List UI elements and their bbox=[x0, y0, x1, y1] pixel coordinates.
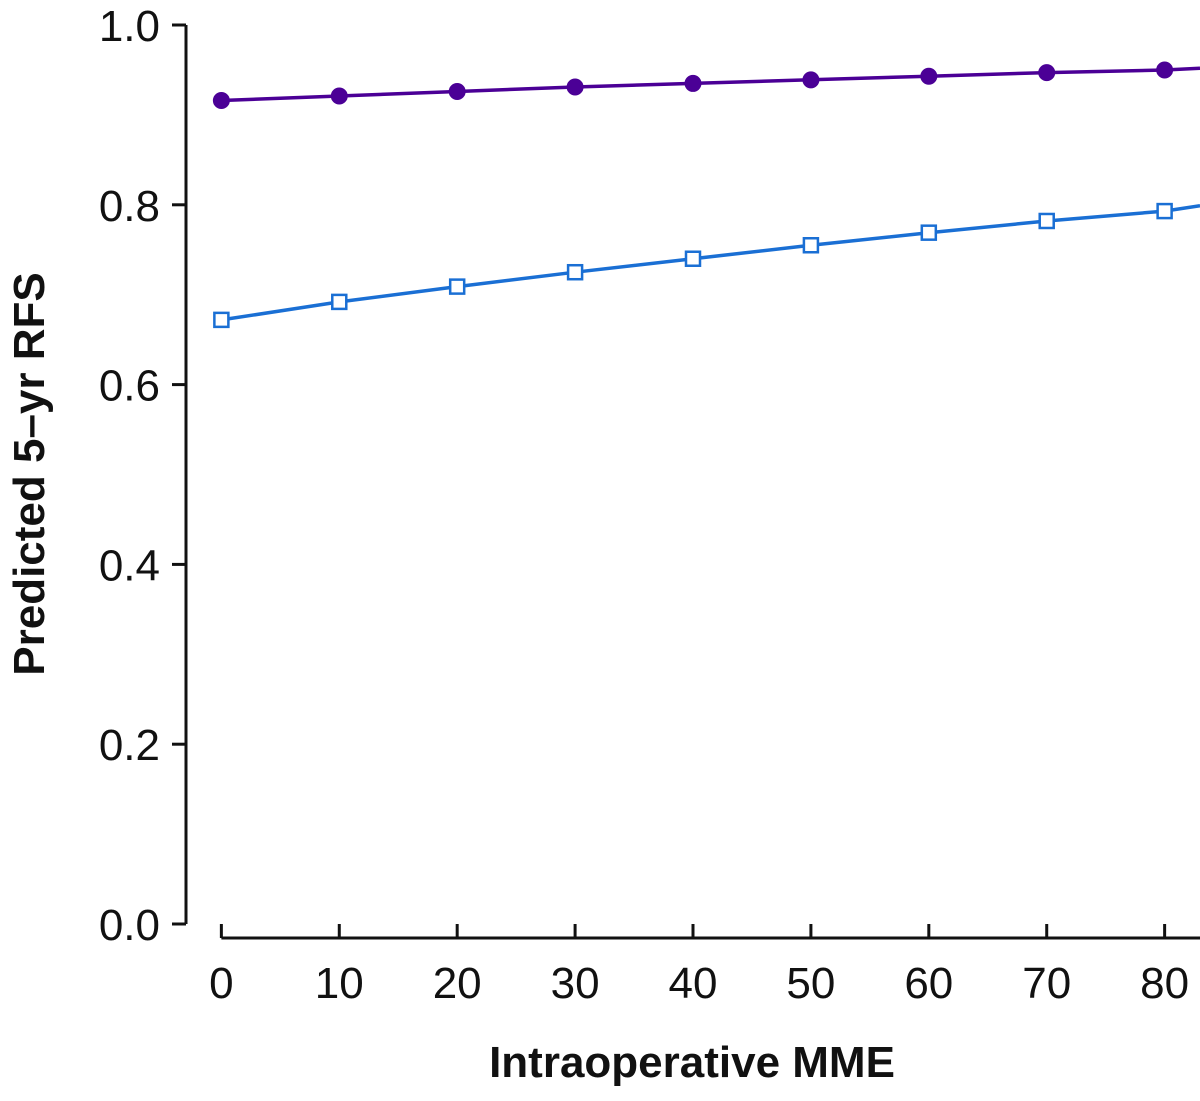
data-point bbox=[448, 83, 466, 101]
x-tick-label: 20 bbox=[433, 959, 482, 1008]
data-point bbox=[1156, 202, 1173, 220]
data-point bbox=[684, 250, 702, 267]
data-point bbox=[331, 293, 348, 311]
x-tick-label: 10 bbox=[315, 959, 364, 1008]
data-point bbox=[566, 78, 584, 96]
data-point bbox=[920, 224, 938, 241]
data-point bbox=[684, 74, 702, 92]
data-point bbox=[566, 263, 584, 281]
x-tick-label: 60 bbox=[904, 959, 953, 1008]
data-point bbox=[1156, 61, 1174, 79]
axes bbox=[184, 25, 1200, 940]
series-1 bbox=[212, 61, 1200, 110]
y-tick-label: 0.4 bbox=[99, 541, 160, 590]
series-line bbox=[221, 203, 1200, 322]
series-2 bbox=[213, 202, 1200, 329]
x-axis-title: Intraoperative MME bbox=[489, 1038, 895, 1087]
y-tick-label: 0.0 bbox=[99, 901, 160, 950]
y-tick-label: 0.6 bbox=[99, 362, 160, 411]
data-point bbox=[212, 92, 230, 110]
series-line bbox=[221, 66, 1200, 103]
x-tick-label: 50 bbox=[786, 959, 835, 1008]
data-point bbox=[802, 71, 820, 89]
x-tick-label: 30 bbox=[551, 959, 600, 1008]
data-point bbox=[448, 278, 466, 295]
x-tick-label: 80 bbox=[1140, 959, 1189, 1008]
x-tick-label: 70 bbox=[1022, 959, 1071, 1008]
series bbox=[212, 61, 1200, 329]
data-point bbox=[1038, 212, 1055, 230]
data-point bbox=[1038, 64, 1056, 82]
x-tick-label: 0 bbox=[209, 959, 233, 1008]
data-point bbox=[213, 311, 230, 329]
y-tick-label: 0.8 bbox=[99, 182, 160, 231]
data-point bbox=[802, 237, 820, 254]
x-tick-label: 40 bbox=[669, 959, 718, 1008]
data-point bbox=[920, 67, 938, 85]
y-tick-label: 0.2 bbox=[99, 721, 160, 770]
y-tick-label: 1.0 bbox=[99, 2, 160, 51]
y-axis-title: Predicted 5–yr RFS bbox=[5, 272, 54, 676]
ticks: 0.0 0.2 0.4 0.6 0.8 1.0 0 10 20 30 40 50 60 70 80 bbox=[99, 2, 1189, 1008]
data-point bbox=[330, 87, 348, 105]
